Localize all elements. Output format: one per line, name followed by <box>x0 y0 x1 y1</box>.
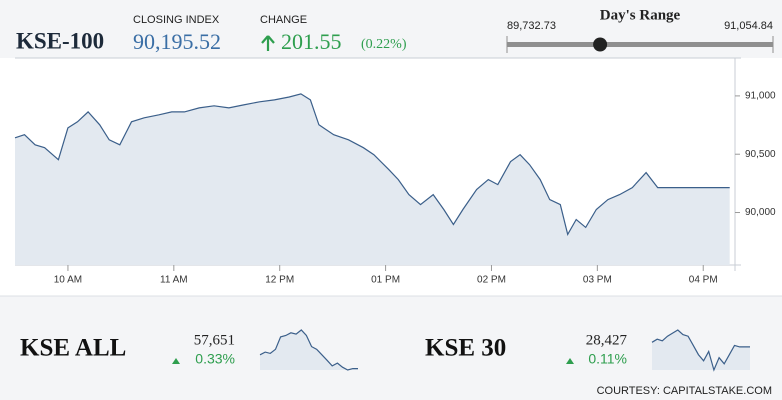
change-label: CHANGE <box>260 14 307 26</box>
x-tick-label: 11 AM <box>160 275 188 286</box>
range-track <box>507 42 773 47</box>
range-knob <box>593 37 608 52</box>
y-tick-label: 90,500 <box>745 149 776 160</box>
line <box>14 93 730 236</box>
ticker-name: KSE ALL <box>20 335 126 362</box>
ticker-name: KSE 30 <box>425 335 506 362</box>
area-fill <box>260 330 358 370</box>
range-high: 91,054.84 <box>724 20 773 32</box>
footer: COURTESY: CAPITALSTAKE.COM <box>597 385 772 397</box>
x-tick-label: 01 PM <box>371 275 400 286</box>
closing-label: CLOSING INDEX <box>133 14 220 26</box>
y-tick-label: 91,000 <box>745 91 776 102</box>
x-tick-label: 10 AM <box>54 275 82 286</box>
change-percent: (0.22%) <box>361 37 407 52</box>
ticker-change: 0.11% <box>588 351 627 367</box>
change-value: 201.55 <box>281 29 342 54</box>
up-triangle <box>172 358 180 364</box>
up-arrow <box>261 35 275 51</box>
ticker-price: 28,427 <box>586 332 628 348</box>
range-label: Day's Range <box>600 7 681 23</box>
x-tick-label: 03 PM <box>583 275 612 286</box>
closing-value: 90,195.52 <box>133 29 221 54</box>
area-fill <box>15 93 730 266</box>
ticker-price: 57,651 <box>194 332 235 348</box>
line <box>259 329 358 371</box>
x-tick-label: 12 PM <box>265 275 294 286</box>
area-fill <box>652 330 750 370</box>
line <box>651 329 750 372</box>
range-low: 89,732.73 <box>507 20 556 32</box>
ticker-change: 0.33% <box>195 351 235 367</box>
x-tick-label: 04 PM <box>689 275 718 286</box>
symbol: KSE-100 <box>16 28 104 53</box>
y-tick-label: 90,000 <box>745 207 776 218</box>
x-tick-label: 02 PM <box>477 275 506 286</box>
up-triangle <box>566 358 574 364</box>
